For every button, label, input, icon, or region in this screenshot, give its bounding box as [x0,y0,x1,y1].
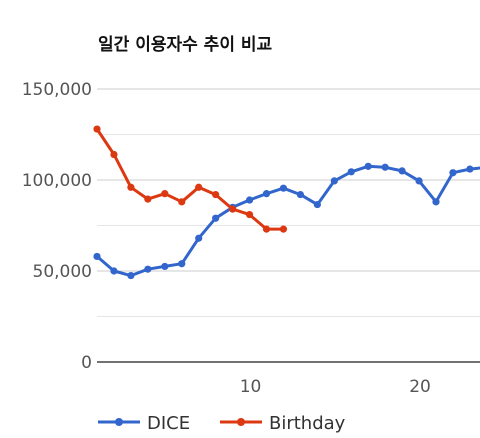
data-point-dice [127,271,135,280]
data-point-dice [347,168,355,176]
series-line-dice [96,164,480,278]
data-point-dice [296,190,304,199]
data-point-birthday [178,198,186,206]
y-tick-label: 50,000 [33,262,92,282]
data-point-dice [262,190,271,198]
x-tick-label: 10 [240,377,262,397]
data-point-dice [398,167,406,175]
data-point-birthday [212,190,220,199]
data-point-dice [432,198,440,206]
data-point-dice [279,184,288,192]
data-point-dice [313,200,321,209]
data-point-dice [178,260,186,268]
chart-title: 일간 이용자수 추이 비교 [98,35,273,55]
data-point-dice [466,165,474,173]
gridlines [97,88,480,363]
data-point-dice [212,214,220,222]
data-point-birthday [229,205,237,213]
data-point-dice [144,265,152,273]
y-axis: 0 50,000 100,000 150,000 [22,80,92,373]
data-point-dice [195,234,203,242]
y-tick-label: 150,000 [22,80,92,100]
data-point-birthday [195,183,203,191]
series-line-birthday [95,128,284,231]
data-point-birthday [127,183,135,191]
data-point-dice [364,162,372,170]
data-point-dice [110,267,118,275]
data-point-birthday [279,225,288,233]
data-point-dice [245,196,254,204]
data-point-dice [330,177,338,185]
series-layer [93,125,480,280]
data-point-birthday [245,210,254,219]
data-point-dice [449,169,457,177]
data-point-dice [161,262,169,271]
legend-marker-dice [115,418,123,426]
data-point-birthday [144,195,152,203]
data-point-dice [381,163,389,171]
data-point-birthday [110,150,118,159]
data-point-birthday [262,225,271,233]
x-axis: 10 20 [240,377,431,397]
data-point-dice [415,177,423,185]
data-point-birthday [93,125,101,133]
legend-label-dice: DICE [147,413,190,434]
legend: DICE Birthday [98,413,346,434]
y-tick-label: 0 [81,353,92,373]
data-point-birthday [161,190,169,198]
x-tick-label: 20 [409,377,431,397]
data-point-dice [93,252,101,261]
y-tick-label: 100,000 [22,171,92,191]
legend-marker-birthday [237,418,245,426]
legend-label-birthday: Birthday [269,413,346,434]
